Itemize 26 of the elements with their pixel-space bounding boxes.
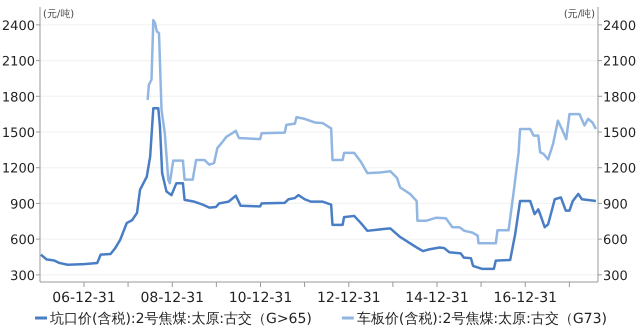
x-tick-label: 16-12-31 [494, 290, 558, 306]
x-tick-label: 08-12-31 [140, 290, 204, 306]
x-tick-label: 14-12-31 [405, 290, 469, 306]
y-tick-label: 600 [10, 233, 35, 248]
y2-tick-label: 2100 [603, 54, 636, 70]
x-tick-label: 06-12-31 [52, 290, 116, 306]
y2-axis-title: (元/吨) [564, 8, 596, 20]
legend-label: 车板价(含税):2号焦煤:太原:古交（G73) [356, 311, 607, 327]
legend-label: 坑口价(含税):2号焦煤:太原:古交（G>65) [49, 311, 312, 327]
y-tick-label: 2100 [2, 54, 35, 70]
y2-tick-label: 900 [603, 197, 628, 212]
y-tick-label: 900 [10, 197, 35, 212]
y-tick-label: 2400 [2, 18, 35, 34]
y2-tick-label: 1500 [603, 126, 636, 141]
y-tick-label: 1800 [2, 90, 35, 106]
y2-tick-label: 300 [603, 268, 628, 284]
y2-tick-label: 1800 [603, 90, 636, 106]
y2-tick-label: 2400 [603, 18, 636, 34]
x-tick-label: 12-12-31 [317, 290, 381, 306]
x-tick-label: 10-12-31 [228, 290, 292, 306]
y-tick-label: 300 [10, 268, 35, 284]
y-axis-title: (元/吨) [43, 8, 74, 20]
y2-tick-label: 1200 [603, 162, 636, 177]
y2-tick-label: 600 [603, 233, 628, 248]
y-tick-label: 1200 [2, 162, 35, 177]
y-tick-label: 1500 [2, 126, 35, 141]
